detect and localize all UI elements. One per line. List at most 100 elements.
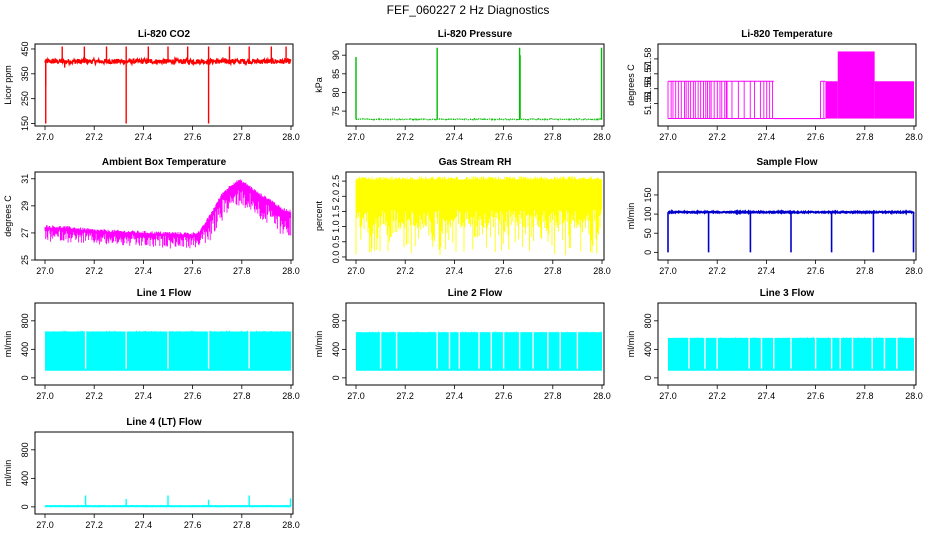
line-4-lt-flow-y-tick-label: 400 (20, 471, 30, 486)
sample-flow-series (667, 209, 915, 253)
li-820-pressure-series (355, 47, 603, 121)
line-4-lt-flow-x-tick-label: 27.4 (135, 520, 153, 530)
line-2-flow-series (355, 331, 603, 371)
li-820-pressure-y-tick-label: 75 (331, 106, 341, 116)
ambient-box-temperature-y-tick-label: 25 (20, 255, 30, 265)
li-820-temperature-y-axis-label: degrees C (626, 64, 636, 106)
sample-flow-y-tick-label: 150 (643, 187, 653, 202)
ambient-box-temperature-y-tick-label: 29 (20, 201, 30, 211)
ambient-box-temperature-x-tick-label: 28.0 (282, 266, 300, 276)
line-2-flow-title: Line 2 Flow (448, 288, 503, 299)
li-820-temperature-y-tick-label: 51.56 (643, 77, 653, 100)
line-4-lt-flow-y-tick-label: 800 (20, 442, 30, 457)
line-4-lt-flow-y-tick-label: 0 (20, 504, 30, 509)
li-820-pressure-x-tick-label: 27.2 (396, 132, 414, 142)
gas-stream-rh-y-tick-label: 0.5 (331, 236, 341, 249)
line-3-flow-y-tick-label: 800 (643, 313, 653, 328)
line-2-flow-panel: Line 2 Flow ml/min 27.0 27.2 27.4 27.6 27.8 28.… (314, 288, 611, 401)
gas-stream-rh-series (355, 176, 603, 256)
ambient-box-temperature-y-tick-label: 31 (20, 174, 30, 184)
line-4-lt-flow-x-tick-label: 27.8 (233, 520, 251, 530)
gas-stream-rh-y-axis-label: percent (314, 200, 324, 231)
ambient-box-temperature-x-tick-label: 27.6 (184, 266, 202, 276)
gas-stream-rh-y-tick-label: 2.0 (331, 190, 341, 203)
gas-stream-rh-panel: Gas Stream RH percent 27.0 27.2 27.4 27.6 27.8… (314, 157, 611, 276)
li-820-pressure-plot-frame (345, 43, 605, 127)
line-1-flow-x-tick-label: 27.0 (36, 391, 54, 401)
line-3-flow-panel: Line 3 Flow ml/min 27.0 27.2 27.4 27.6 27.8 28.… (626, 288, 923, 401)
line-1-flow-y-axis-label: ml/min (3, 331, 13, 358)
ambient-box-temperature-band (44, 179, 292, 249)
line-1-flow-x-tick-label: 27.6 (184, 391, 202, 401)
line-4-lt-flow-title: Line 4 (LT) Flow (126, 417, 202, 428)
gas-stream-rh-y-tick-label: 2.5 (331, 175, 341, 188)
li-820-pressure-y-tick-label: 80 (331, 87, 341, 97)
line-4-lt-flow-plot-frame (34, 431, 294, 515)
line-2-flow-x-tick-label: 28.0 (593, 391, 611, 401)
line-3-flow-x-tick-label: 27.6 (807, 391, 825, 401)
li-820-co2-x-tick-label: 27.0 (36, 132, 54, 142)
li-820-temperature-y-tick-label: 51.57 (643, 63, 653, 86)
li-820-pressure-title: Li-820 Pressure (438, 29, 513, 40)
li-820-pressure-panel: Li-820 Pressure kPa 27.0 27.2 27.4 27.6 27.8 28… (314, 29, 611, 142)
line-1-flow-x-tick-label: 27.4 (135, 391, 153, 401)
ambient-box-temperature-x-tick-label: 27.8 (233, 266, 251, 276)
ambient-box-temperature-y-axis-label: degrees C (3, 195, 13, 237)
gas-stream-rh-band-noise (355, 176, 603, 256)
line-3-flow-x-tick-label: 27.2 (708, 391, 726, 401)
line-2-flow-x-tick-label: 27.8 (544, 391, 562, 401)
line-4-lt-flow-y-axis-label: ml/min (3, 460, 13, 487)
li-820-temperature-level-block (837, 51, 875, 119)
ambient-box-temperature-x-tick-label: 27.2 (85, 266, 103, 276)
sample-flow-x-tick-label: 27.0 (659, 266, 677, 276)
li-820-temperature-y-tick-label: 51.58 (643, 48, 653, 71)
ambient-box-temperature-title: Ambient Box Temperature (102, 157, 227, 168)
li-820-pressure-x-tick-label: 27.0 (347, 132, 365, 142)
line-4-lt-flow-panel: Line 4 (LT) Flow ml/min 27.0 27.2 27.4 27.6 27… (3, 417, 300, 530)
li-820-temperature-level-block (825, 81, 838, 119)
line-4-lt-flow-x-tick-label: 27.0 (36, 520, 54, 530)
ambient-box-temperature-plot-frame (34, 171, 294, 261)
li-820-co2-x-tick-label: 27.8 (233, 132, 251, 142)
li-820-co2-y-tick-label: 350 (20, 66, 30, 81)
li-820-temperature-x-tick-label: 27.8 (856, 132, 874, 142)
li-820-temperature-x-tick-label: 27.6 (807, 132, 825, 142)
li-820-pressure-x-tick-label: 28.0 (593, 132, 611, 142)
line-4-lt-flow-x-tick-label: 28.0 (282, 520, 300, 530)
gas-stream-rh-x-tick-label: 27.6 (495, 266, 513, 276)
sample-flow-y-axis-label: ml/min (626, 203, 636, 230)
li-820-co2-y-axis-label: Licor ppm (3, 65, 13, 105)
li-820-temperature-series (667, 51, 914, 120)
li-820-temperature-level-block (874, 81, 914, 119)
line-3-flow-series (667, 336, 915, 371)
line-3-flow-y-tick-label: 0 (643, 375, 653, 380)
line-4-lt-flow-series (44, 495, 292, 508)
line-1-flow-y-tick-label: 400 (20, 342, 30, 357)
line-3-flow-x-tick-label: 27.8 (856, 391, 874, 401)
gas-stream-rh-x-tick-label: 27.0 (347, 266, 365, 276)
sample-flow-x-tick-label: 27.2 (708, 266, 726, 276)
ambient-box-temperature-y-tick-label: 27 (20, 228, 30, 238)
sample-flow-y-tick-label: 50 (643, 228, 653, 238)
line-2-flow-x-tick-label: 27.4 (446, 391, 464, 401)
li-820-temperature-x-tick-label: 28.0 (905, 132, 923, 142)
li-820-temperature-x-tick-label: 27.2 (708, 132, 726, 142)
li-820-pressure-x-tick-label: 27.4 (446, 132, 464, 142)
ambient-box-temperature-series (44, 179, 292, 249)
gas-stream-rh-x-tick-label: 27.2 (396, 266, 414, 276)
line-3-flow-y-tick-label: 400 (643, 342, 653, 357)
line-3-flow-y-axis-label: ml/min (626, 331, 636, 358)
line-1-flow-plot-frame (34, 302, 294, 386)
li-820-pressure-y-tick-label: 85 (331, 69, 341, 79)
li-820-temperature-panel: Li-820 Temperature degrees C 27.0 27.2 27.4 2… (626, 29, 923, 142)
gas-stream-rh-y-tick-label: 1.0 (331, 220, 341, 233)
line-4-lt-flow-x-tick-label: 27.6 (184, 520, 202, 530)
sample-flow-x-tick-label: 27.4 (758, 266, 776, 276)
line-4-lt-flow-x-tick-label: 27.2 (85, 520, 103, 530)
line-2-flow-y-axis-label: ml/min (314, 331, 324, 358)
li-820-temperature-plot-frame (657, 43, 917, 127)
line-3-flow-band-edge (667, 337, 915, 339)
li-820-co2-panel: Li-820 CO2 Licor ppm 27.0 27.2 27.4 27.6 27.8 2… (3, 29, 300, 142)
li-820-pressure-x-tick-label: 27.6 (495, 132, 513, 142)
ambient-box-temperature-panel: Ambient Box Temperature degrees C 27.0 27.2… (3, 157, 300, 276)
